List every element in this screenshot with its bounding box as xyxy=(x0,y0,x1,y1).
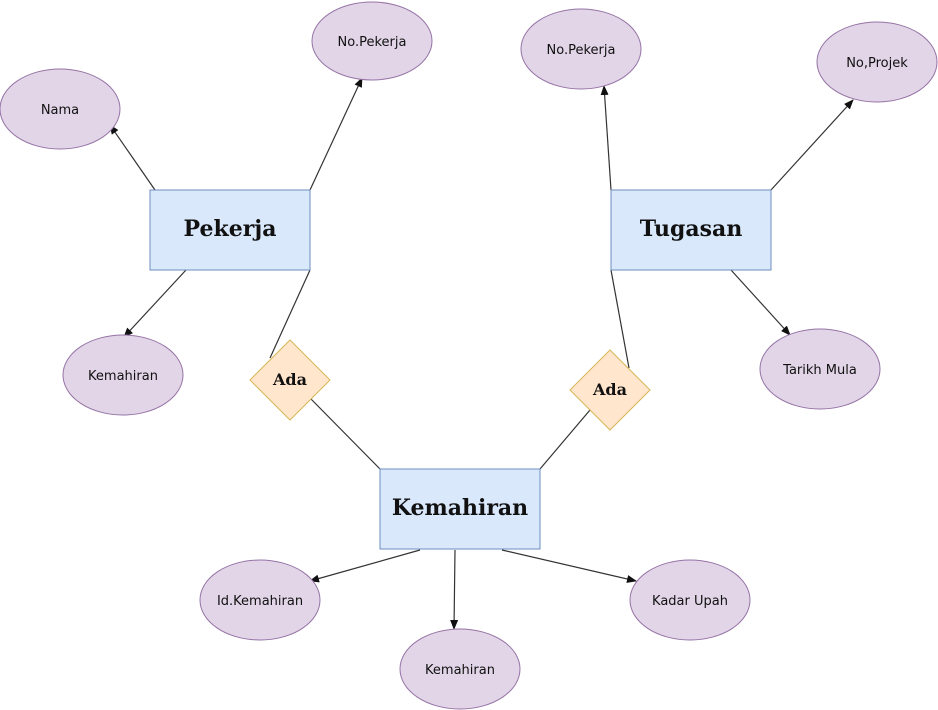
attribute-kemahiran-id-kemahiran-ellipse xyxy=(199,559,321,641)
connector-tugasan-ada-right xyxy=(610,269,630,369)
connector-tugasan-no-projek xyxy=(770,99,854,191)
attribute-kemahiran-kemahiran-ellipse xyxy=(399,628,521,710)
connector-pekerja-nama xyxy=(109,124,156,191)
attribute-tugasan-no-pekerja[interactable]: No.Pekerja xyxy=(520,8,642,90)
connector-ada-left-kemahiran xyxy=(309,397,381,470)
attribute-kemahiran-kemahiran-label: Kemahiran xyxy=(425,663,495,678)
entity-pekerja-box xyxy=(149,189,311,271)
attribute-pekerja-no-pekerja[interactable]: No.Pekerja xyxy=(311,1,433,81)
attribute-pekerja-kemahiran[interactable]: Kemahiran xyxy=(62,334,184,416)
entity-tugasan[interactable]: Tugasan xyxy=(610,189,772,271)
connector-tugasan-no-pekerja xyxy=(600,85,612,191)
relationship-ada-left-label: Ada xyxy=(272,370,307,389)
attribute-pekerja-nama-label: Nama xyxy=(41,103,79,118)
entity-pekerja-label: Pekerja xyxy=(184,216,277,242)
attribute-kemahiran-kadar-upah[interactable]: Kadar Upah xyxy=(629,559,751,641)
connector-kemahiran-id-kemahiran xyxy=(309,549,421,583)
entity-kemahiran[interactable]: Kemahiran xyxy=(379,468,541,550)
attribute-tugasan-tarikh-mula-label: Tarikh Mula xyxy=(782,363,857,378)
connector-ada-right-kemahiran xyxy=(539,409,591,470)
connector-kemahiran-kadar-upah xyxy=(501,549,637,583)
attribute-tugasan-no-pekerja-ellipse xyxy=(520,8,642,90)
entity-kemahiran-box xyxy=(379,468,541,550)
attribute-tugasan-no-pekerja-label: No.Pekerja xyxy=(547,43,616,58)
attribute-pekerja-no-pekerja-ellipse xyxy=(311,1,433,81)
attribute-pekerja-nama[interactable]: Nama xyxy=(0,68,121,150)
attribute-pekerja-no-pekerja-label: No.Pekerja xyxy=(338,35,407,50)
attribute-kemahiran-kadar-upah-label: Kadar Upah xyxy=(652,594,728,609)
attribute-tugasan-tarikh-mula-ellipse xyxy=(759,328,881,410)
attribute-kemahiran-id-kemahiran[interactable]: Id.Kemahiran xyxy=(199,559,321,641)
entity-kemahiran-label: Kemahiran xyxy=(392,495,528,521)
relationship-ada-right-label: Ada xyxy=(592,380,627,399)
attribute-tugasan-no-projek[interactable]: No,Projek xyxy=(816,21,938,103)
attribute-tugasan-no-projek-ellipse xyxy=(816,21,938,103)
attribute-tugasan-tarikh-mula[interactable]: Tarikh Mula xyxy=(759,328,881,410)
connector-pekerja-no-pekerja xyxy=(309,77,363,191)
entity-tugasan-label: Tugasan xyxy=(640,216,743,242)
relationship-ada-left-diamond xyxy=(249,339,331,421)
attribute-kemahiran-kemahiran[interactable]: Kemahiran xyxy=(399,628,521,710)
connector-pekerja-ada-left xyxy=(269,269,311,359)
attribute-kemahiran-kadar-upah-ellipse xyxy=(629,559,751,641)
connector-pekerja-kemahiran xyxy=(123,269,187,338)
attribute-pekerja-nama-ellipse xyxy=(0,68,121,150)
relationship-ada-right[interactable]: Ada xyxy=(569,349,651,431)
attribute-pekerja-kemahiran-label: Kemahiran xyxy=(88,369,158,384)
relationship-ada-right-diamond xyxy=(569,349,651,431)
connector-kemahiran-kemahiran xyxy=(450,549,459,630)
entity-pekerja[interactable]: Pekerja xyxy=(149,189,311,271)
relationship-ada-left[interactable]: Ada xyxy=(249,339,331,421)
attribute-kemahiran-id-kemahiran-label: Id.Kemahiran xyxy=(217,594,303,609)
attribute-pekerja-kemahiran-ellipse xyxy=(62,334,184,416)
entity-tugasan-box xyxy=(610,189,772,271)
attribute-tugasan-no-projek-label: No,Projek xyxy=(846,56,908,71)
connector-tugasan-tarikh-mula xyxy=(730,269,791,336)
